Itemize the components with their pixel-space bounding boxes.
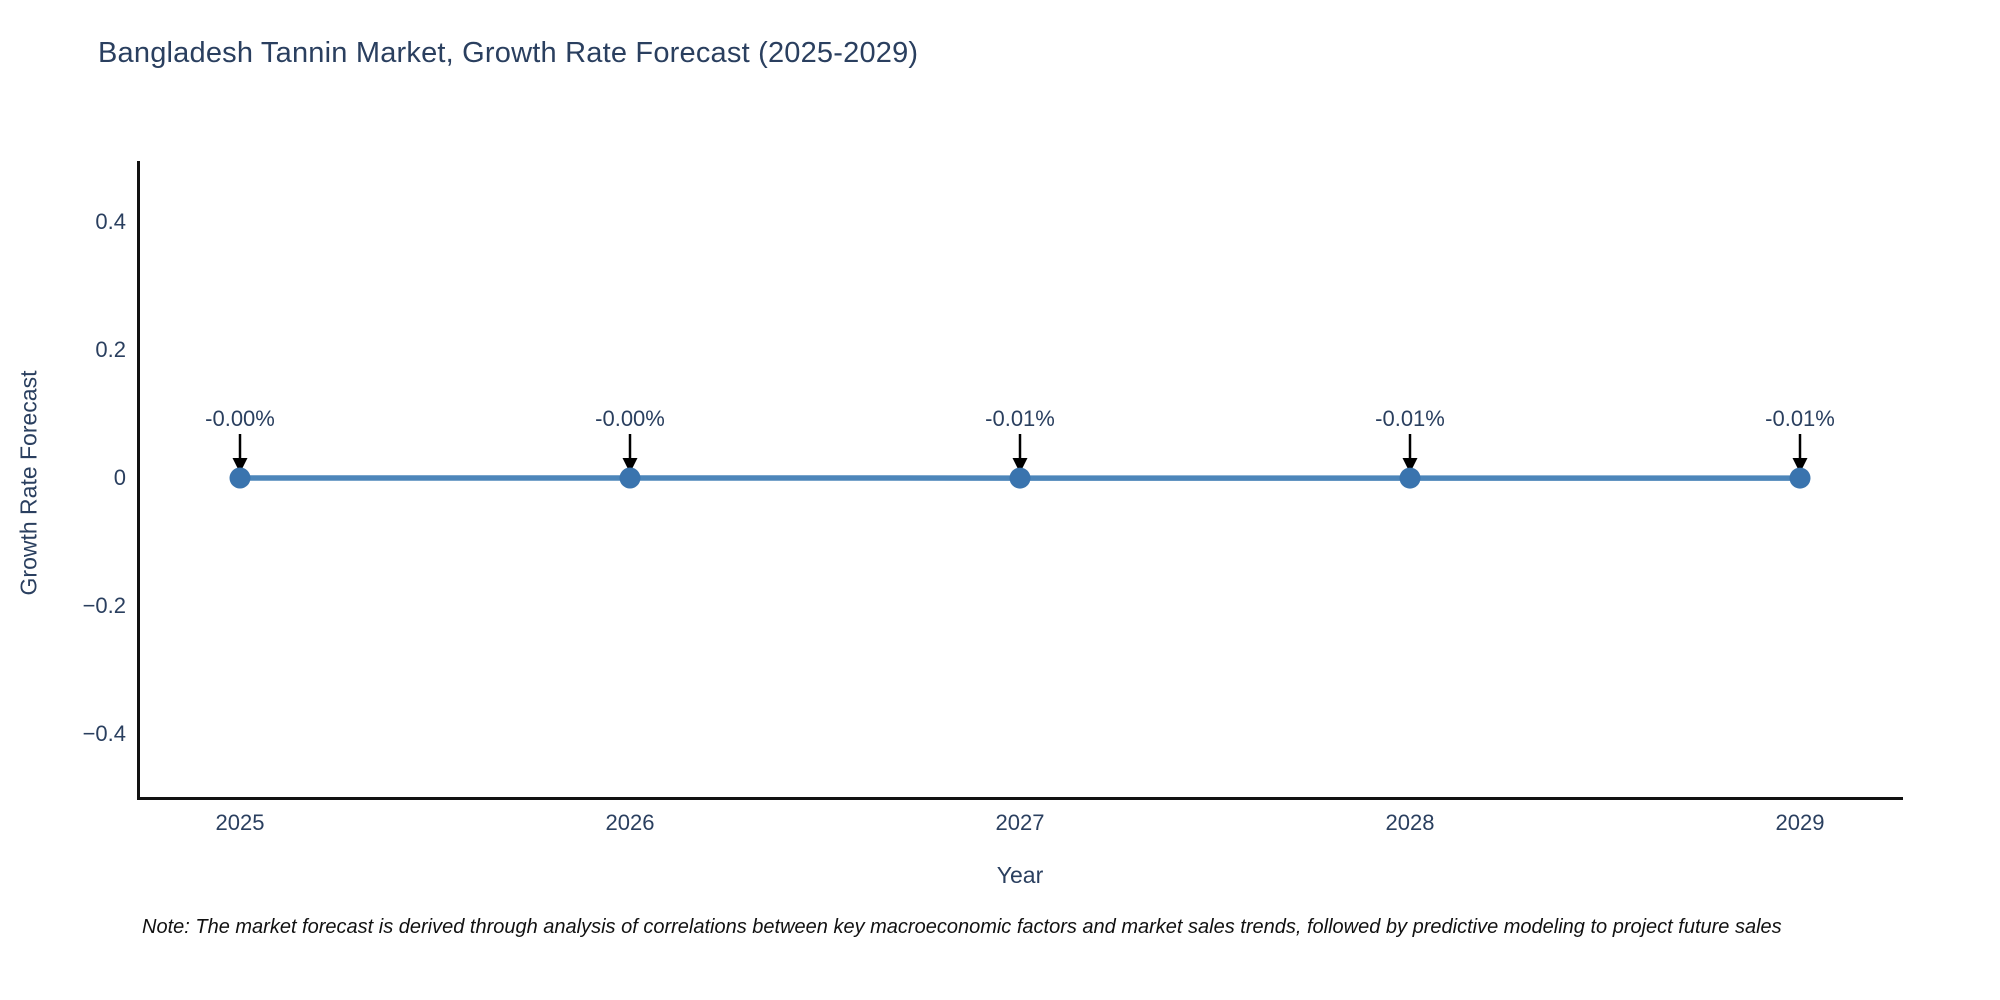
x-tick-label: 2029 xyxy=(1775,810,1825,835)
chart-title: Bangladesh Tannin Market, Growth Rate Fo… xyxy=(98,37,919,69)
data-point-marker xyxy=(229,467,251,489)
point-label: -0.01% xyxy=(985,406,1055,431)
y-tick-label: 0.2 xyxy=(95,337,126,363)
data-point-marker xyxy=(1009,467,1031,489)
y-tick-label: −0.4 xyxy=(82,720,126,746)
y-tick-label: 0 xyxy=(113,465,126,490)
x-tick-label: 2025 xyxy=(215,810,265,835)
annotation-arrowhead-icon xyxy=(622,458,638,473)
footnote: Note: The market forecast is derived thr… xyxy=(142,916,1782,938)
annotation-arrowhead-icon xyxy=(1402,458,1418,473)
y-tick-label: 0.4 xyxy=(95,209,126,235)
data-point-marker xyxy=(1399,467,1421,489)
annotation-arrowhead-icon xyxy=(1012,458,1028,473)
data-point-marker xyxy=(1789,467,1811,489)
point-label: -0.01% xyxy=(1375,406,1445,431)
annotation-arrowhead-icon xyxy=(1792,458,1808,473)
point-label: -0.01% xyxy=(1765,406,1835,431)
x-tick-label: 2026 xyxy=(605,810,655,835)
point-label: -0.00% xyxy=(595,406,665,431)
point-label: -0.00% xyxy=(205,406,275,431)
annotation-arrowhead-icon xyxy=(232,458,248,473)
y-tick-label: −0.2 xyxy=(82,592,126,618)
x-tick-label: 2028 xyxy=(1385,810,1435,835)
x-axis-title: Year xyxy=(996,862,1044,888)
x-tick-label: 2027 xyxy=(995,810,1045,835)
data-point-marker xyxy=(619,467,641,489)
